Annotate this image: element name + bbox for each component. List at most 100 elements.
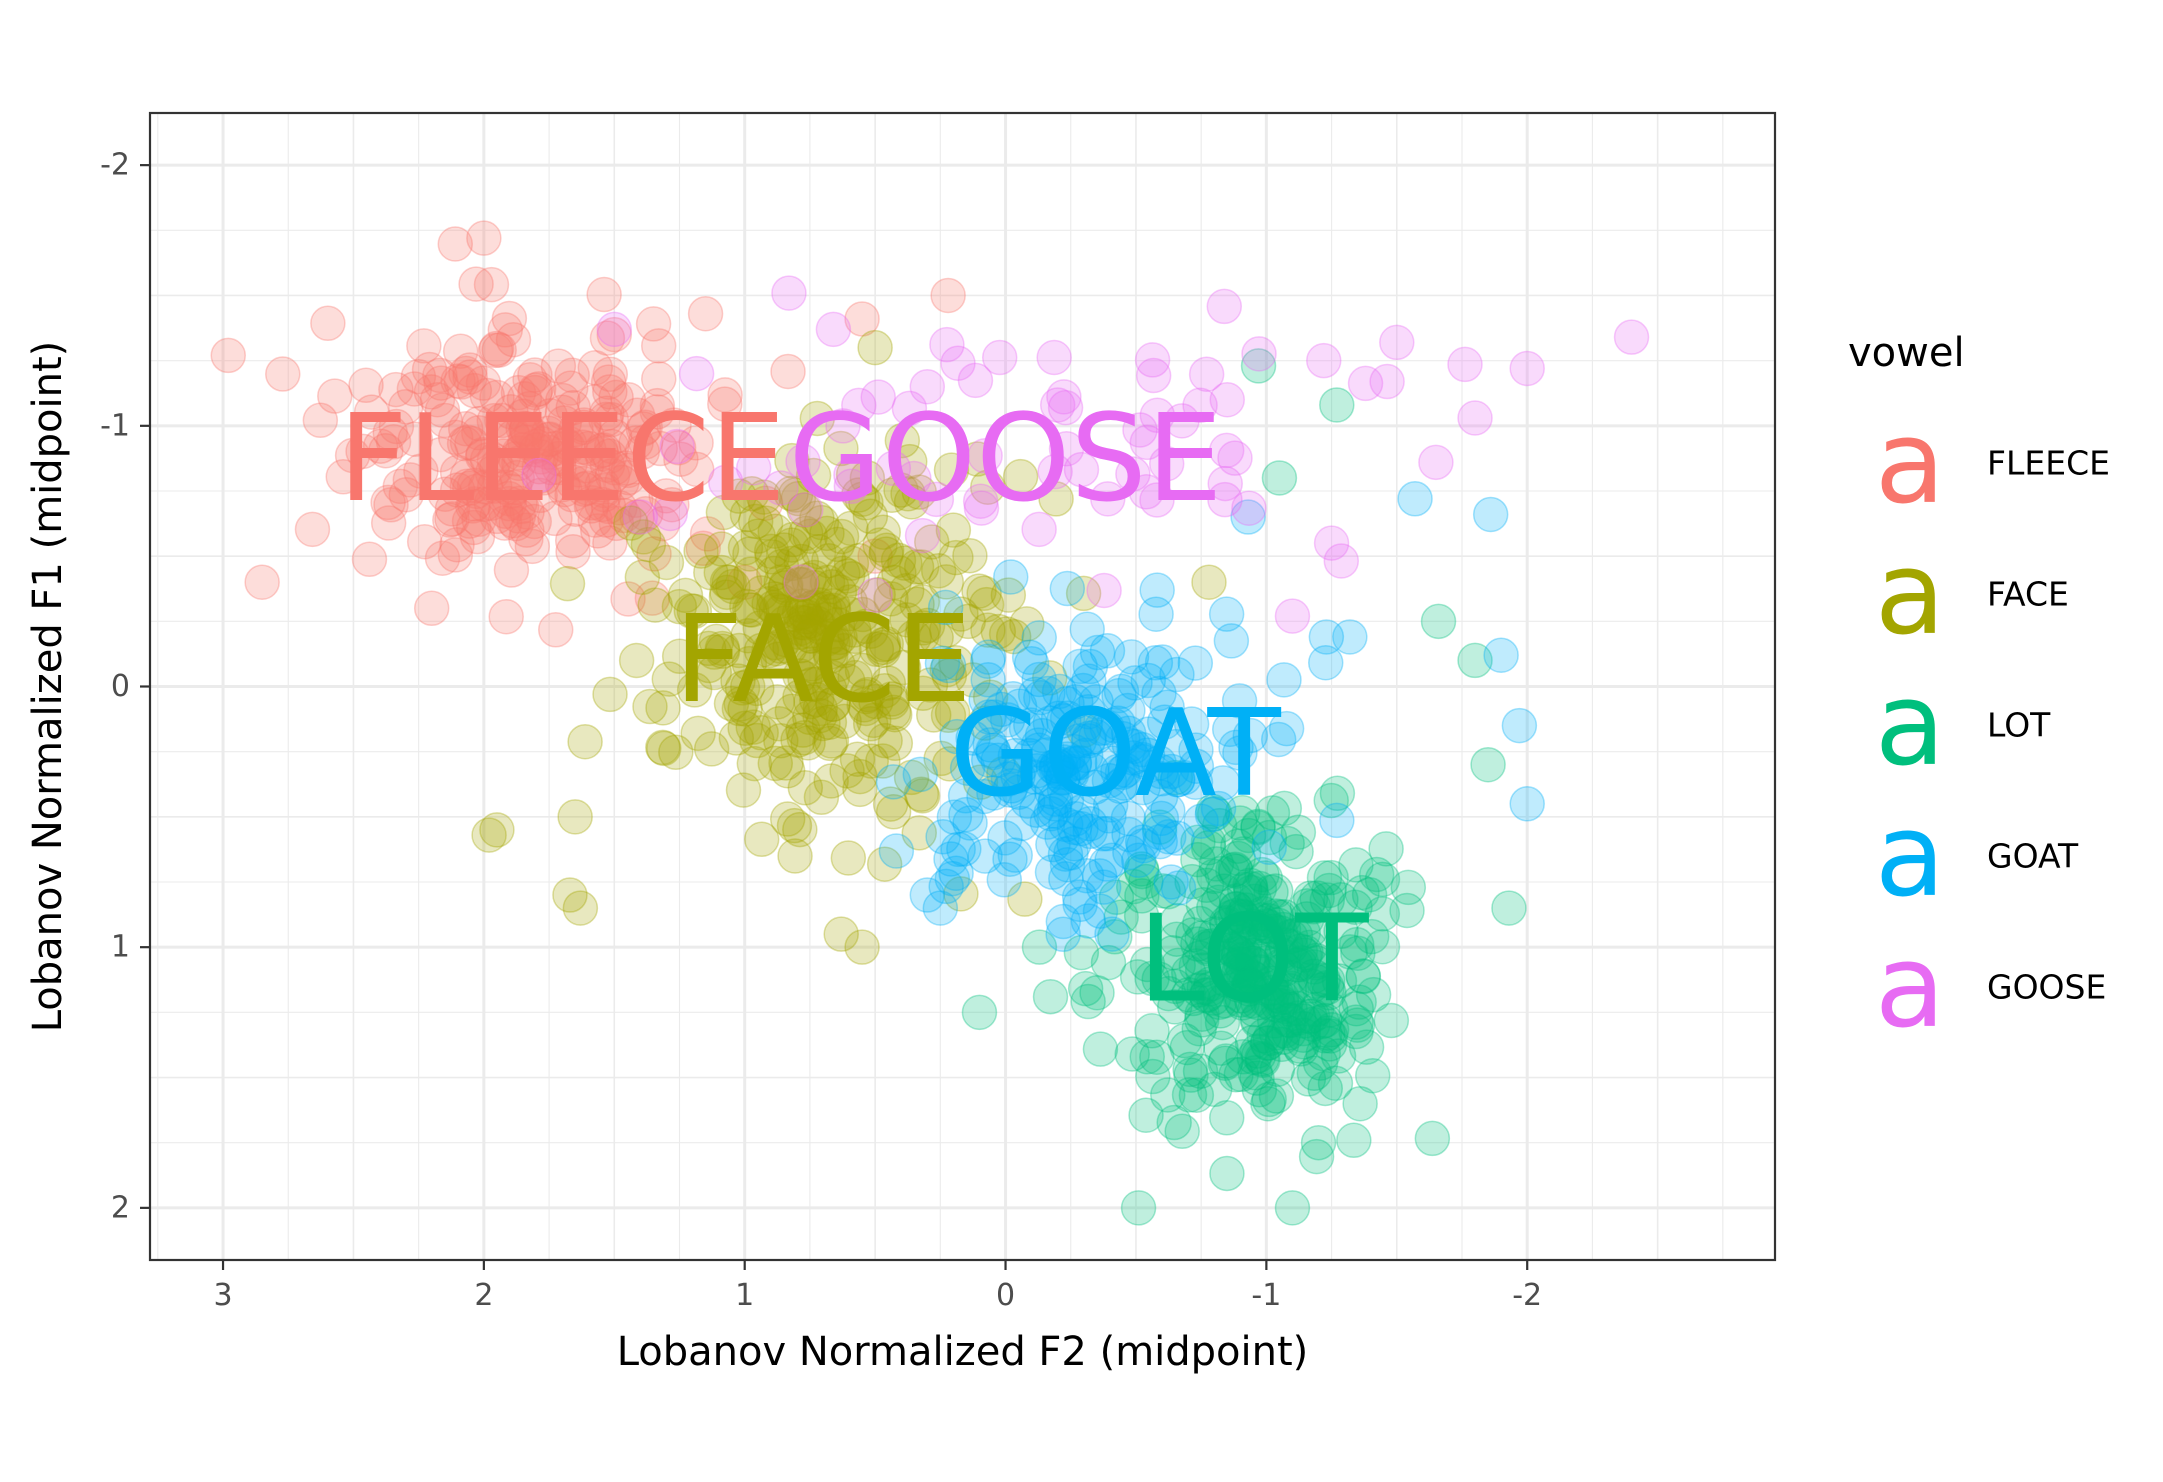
data-point <box>448 355 484 392</box>
data-point <box>967 705 1003 741</box>
data-point <box>1149 689 1185 725</box>
data-point <box>904 583 941 620</box>
data-point <box>1228 964 1264 1001</box>
data-point <box>537 430 573 467</box>
data-point <box>811 704 848 740</box>
data-point <box>506 381 543 417</box>
data-point <box>696 634 732 670</box>
data-point <box>1186 969 1222 1006</box>
data-point <box>1246 1018 1283 1054</box>
data-point <box>731 645 768 682</box>
data-point <box>905 675 941 712</box>
data-point <box>1048 861 1084 897</box>
data-point <box>763 470 799 506</box>
data-point <box>1225 1039 1261 1075</box>
data-point <box>1296 958 1332 995</box>
data-point <box>980 613 1017 650</box>
grid-lines <box>150 113 1775 1260</box>
data-point <box>1235 947 1271 984</box>
data-point <box>1258 1015 1295 1051</box>
data-point <box>1283 1031 1319 1067</box>
data-point <box>1227 910 1264 946</box>
data-point <box>593 428 630 465</box>
data-point <box>709 574 745 611</box>
data-point <box>550 429 586 466</box>
data-point <box>936 799 973 835</box>
data-point <box>1364 861 1401 898</box>
legend-label-goat: GOAT <box>1987 837 2079 876</box>
data-point <box>844 929 880 965</box>
data-point <box>1271 1015 1307 1051</box>
data-point <box>1110 800 1147 837</box>
data-point <box>557 799 593 835</box>
data-point <box>501 435 537 471</box>
data-point <box>525 460 562 496</box>
data-point <box>786 594 823 630</box>
data-point <box>608 450 644 486</box>
data-point <box>1180 824 1216 860</box>
data-point <box>1298 944 1335 981</box>
data-point <box>1039 387 1076 423</box>
data-point <box>485 438 522 474</box>
data-point <box>434 501 470 537</box>
data-point <box>1056 809 1093 846</box>
x-tick-label: -2 <box>1512 1278 1542 1313</box>
data-point <box>857 577 893 614</box>
data-point <box>848 485 884 521</box>
data-point <box>1509 350 1545 387</box>
data-point <box>1134 1013 1170 1049</box>
data-point <box>1240 1037 1277 1074</box>
data-point <box>1013 645 1050 682</box>
data-point <box>493 394 529 430</box>
data-point <box>715 568 751 605</box>
data-point <box>594 457 631 494</box>
data-point <box>1251 819 1288 856</box>
data-point <box>875 764 912 800</box>
data-point <box>495 419 532 455</box>
data-point <box>967 438 1003 474</box>
data-point <box>1251 829 1287 866</box>
data-point <box>884 422 921 459</box>
data-point <box>1208 1100 1245 1136</box>
data-point <box>1470 746 1506 783</box>
data-point <box>1235 908 1272 945</box>
data-point <box>724 670 761 706</box>
data-point <box>1265 911 1302 948</box>
data-point <box>1311 872 1347 909</box>
data-point <box>1206 288 1243 325</box>
data-point <box>1230 968 1266 1004</box>
data-point <box>1491 890 1527 926</box>
data-point <box>1323 913 1359 950</box>
data-point <box>1139 1039 1175 1075</box>
data-point <box>1240 348 1277 384</box>
data-point <box>1221 919 1257 956</box>
data-point <box>949 750 986 786</box>
data-point <box>781 566 818 603</box>
data-point <box>865 632 902 668</box>
data-point <box>1045 759 1081 796</box>
data-point <box>1079 974 1115 1011</box>
data-point <box>325 459 361 495</box>
data-point <box>577 350 614 386</box>
data-point <box>830 840 867 876</box>
data-point <box>610 382 647 418</box>
data-point <box>1063 451 1100 488</box>
data-point <box>1323 882 1359 918</box>
data-point <box>1307 1070 1344 1107</box>
data-point <box>930 697 967 734</box>
data-point <box>1319 775 1356 812</box>
data-point <box>1023 679 1059 716</box>
data-point <box>1188 928 1225 965</box>
data-point <box>1130 716 1167 752</box>
data-point <box>1172 1051 1208 1088</box>
data-point <box>1241 336 1277 372</box>
data-point <box>802 697 838 734</box>
data-point <box>776 596 812 633</box>
data-point <box>583 436 620 472</box>
data-point <box>795 589 832 625</box>
data-point <box>1083 710 1119 746</box>
data-point <box>826 632 862 669</box>
data-point <box>610 452 646 489</box>
data-point <box>981 339 1018 376</box>
data-point <box>760 641 796 677</box>
